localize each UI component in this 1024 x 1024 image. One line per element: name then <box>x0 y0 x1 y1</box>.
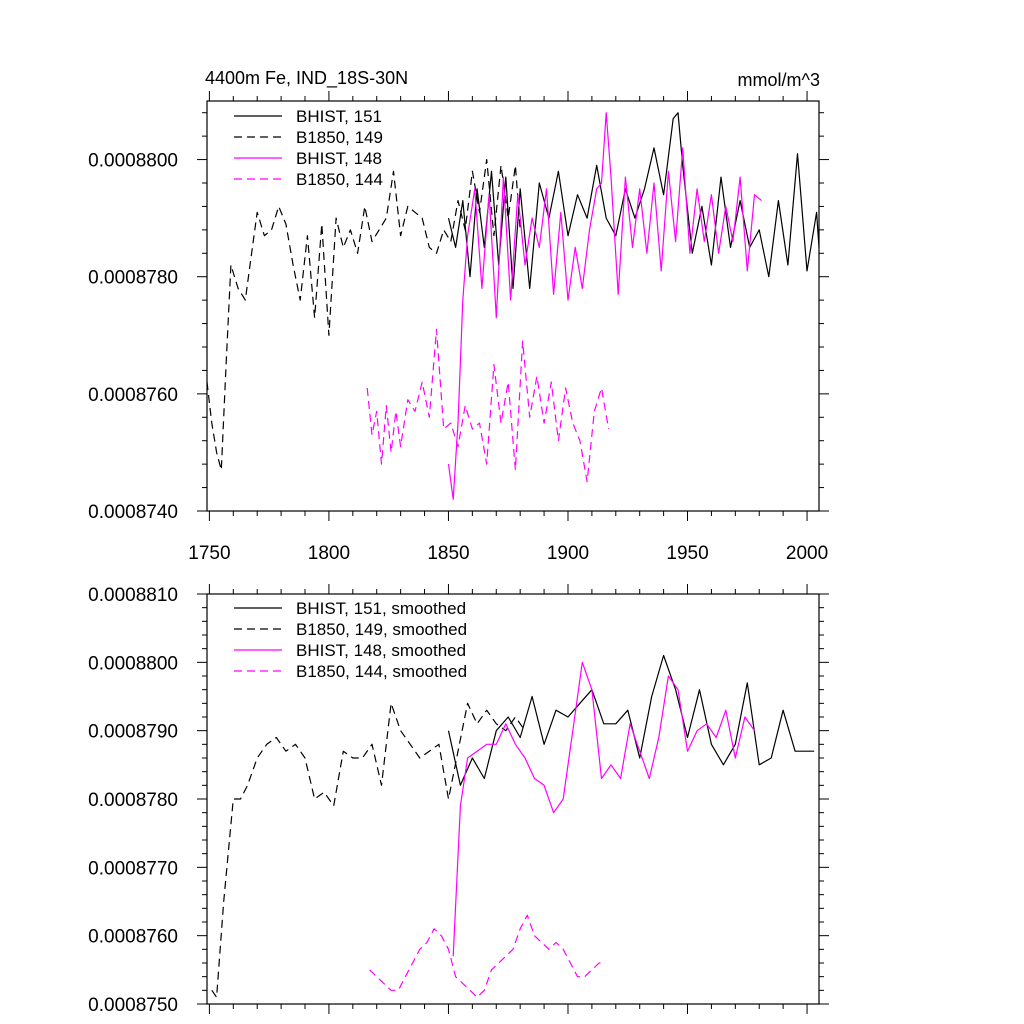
y-tick-label: 0.0008770 <box>88 858 178 879</box>
x-tick-label: 1900 <box>547 543 589 564</box>
series-line <box>211 702 526 998</box>
top-panel: 4400m Fe, IND_18S-30N mmol/m^3 1750 1800 1… <box>88 68 829 564</box>
x-tick-label: 1950 <box>666 543 708 564</box>
series-line <box>447 654 815 786</box>
x-tick-label: 1850 <box>427 543 469 564</box>
legend-label: B1850, 144 <box>296 170 383 189</box>
y-tick-label: 0.0008810 <box>88 585 178 606</box>
y-tick-label: 0.0008740 <box>88 502 178 523</box>
legend-label: BHIST, 151 <box>296 107 382 126</box>
units-label: mmol/m^3 <box>738 70 820 90</box>
y-tick-label: 0.0008760 <box>88 927 178 948</box>
series-line <box>452 661 755 957</box>
series-line <box>447 112 762 500</box>
y-tick-label: 0.0008760 <box>88 385 178 406</box>
y-tick-label: 0.0008780 <box>88 268 178 289</box>
legend-label: BHIST, 148 <box>296 149 382 168</box>
legend-label: B1850, 144, smoothed <box>296 662 467 681</box>
y-tick-label: 0.0008790 <box>88 722 178 743</box>
y-tick-label: 0.0008800 <box>88 653 178 674</box>
y-tick-label: 0.0008750 <box>88 995 178 1016</box>
series-line <box>369 914 604 998</box>
series-line <box>366 328 610 483</box>
chart-title: 4400m Fe, IND_18S-30N <box>205 68 408 89</box>
legend-label: B1850, 149 <box>296 128 383 147</box>
bottom-panel: 0.0008750 0.0008760 0.0008770 0.0008780 0.00… <box>88 584 829 1016</box>
legend-label: BHIST, 151, smoothed <box>296 599 466 618</box>
series-line <box>206 159 521 471</box>
legend-label: B1850, 149, smoothed <box>296 620 467 639</box>
x-tick-label: 1800 <box>308 543 350 564</box>
y-tick-label: 0.0008780 <box>88 790 178 811</box>
plot-frame <box>206 100 820 512</box>
x-tick-label: 1750 <box>188 543 230 564</box>
legend-label: BHIST, 148, smoothed <box>296 641 466 660</box>
y-tick-label: 0.0008800 <box>88 151 178 172</box>
series-line <box>447 112 820 289</box>
x-tick-label: 2000 <box>786 543 828 564</box>
